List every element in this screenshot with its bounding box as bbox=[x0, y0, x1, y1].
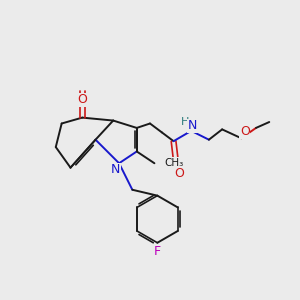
Text: O: O bbox=[174, 167, 184, 180]
Text: O: O bbox=[240, 125, 250, 138]
Text: N: N bbox=[188, 119, 197, 132]
Text: CH₃: CH₃ bbox=[165, 158, 184, 168]
Text: H: H bbox=[181, 117, 189, 127]
Text: F: F bbox=[154, 245, 161, 258]
Text: N: N bbox=[111, 163, 120, 176]
Text: O: O bbox=[77, 93, 87, 106]
